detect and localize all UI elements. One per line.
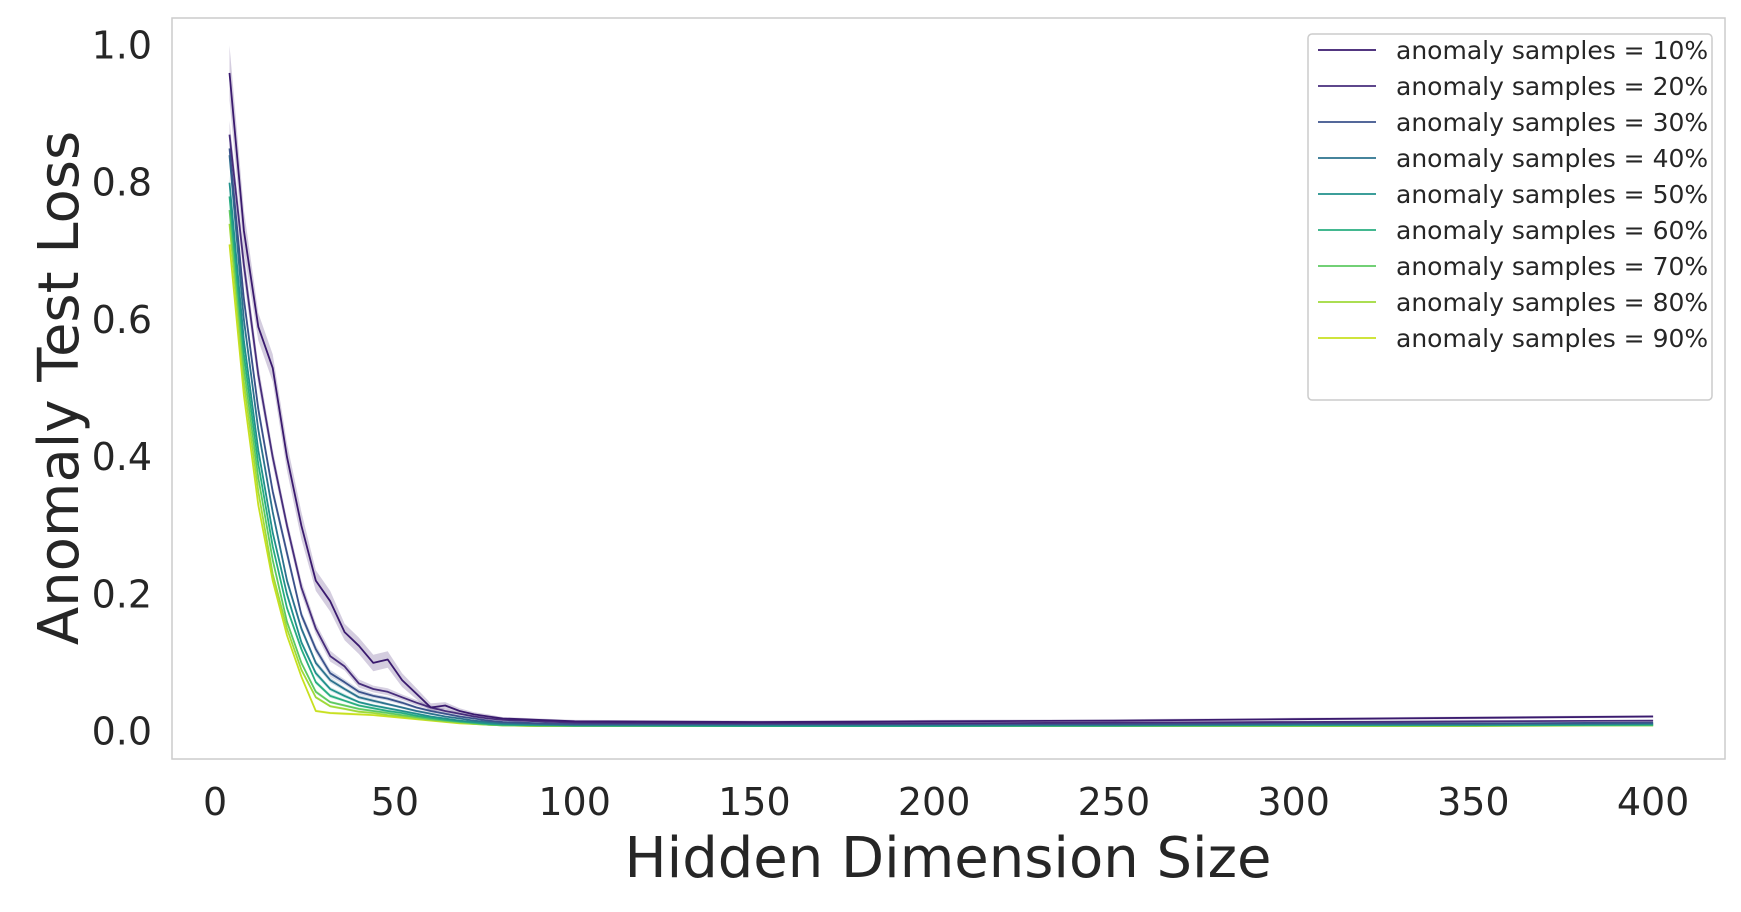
x-tick-label: 250: [1078, 780, 1151, 824]
confidence-bands: [229, 45, 1654, 727]
legend-label: anomaly samples = 90%: [1396, 324, 1708, 353]
y-tick-label: 1.0: [92, 23, 152, 67]
x-tick-label: 50: [371, 780, 419, 824]
x-tick-label: 400: [1617, 780, 1690, 824]
series-line: [228, 134, 1654, 725]
x-tick-label: 0: [203, 780, 227, 824]
x-tick-label: 200: [898, 780, 971, 824]
x-tick-label: 300: [1257, 780, 1330, 824]
x-tick-label: 100: [538, 780, 611, 824]
legend-label: anomaly samples = 50%: [1396, 180, 1708, 209]
legend-label: anomaly samples = 30%: [1396, 108, 1708, 137]
x-tick-label: 350: [1437, 780, 1510, 824]
y-tick-label: 0.2: [92, 572, 152, 616]
y-tick-label: 0.6: [92, 298, 152, 342]
legend-label: anomaly samples = 60%: [1396, 216, 1708, 245]
legend-label: anomaly samples = 40%: [1396, 144, 1708, 173]
series-lines: [228, 72, 1654, 727]
y-tick-label: 0.0: [92, 710, 152, 754]
y-tick-label: 0.8: [92, 161, 152, 205]
legend-label: anomaly samples = 70%: [1396, 252, 1708, 281]
x-axis-label: Hidden Dimension Size: [625, 826, 1272, 891]
x-tick-label: 150: [718, 780, 791, 824]
series-band: [229, 45, 1654, 724]
y-tick-label: 0.4: [92, 435, 152, 479]
y-axis-ticks: 0.0 0.2 0.4 0.6 0.8 1.0: [92, 23, 152, 753]
y-axis-label: Anomaly Test Loss: [27, 131, 92, 645]
x-axis-ticks: 0 50 100 150 200 250 300 350 400: [203, 780, 1689, 824]
legend-frame: [1307, 33, 1713, 401]
legend-label: anomaly samples = 20%: [1396, 72, 1708, 101]
legend: anomaly samples = 10% anomaly samples = 2…: [1307, 33, 1713, 401]
legend-label: anomaly samples = 10%: [1396, 36, 1708, 65]
legend-label: anomaly samples = 80%: [1396, 288, 1708, 317]
series-line: [228, 72, 1654, 723]
